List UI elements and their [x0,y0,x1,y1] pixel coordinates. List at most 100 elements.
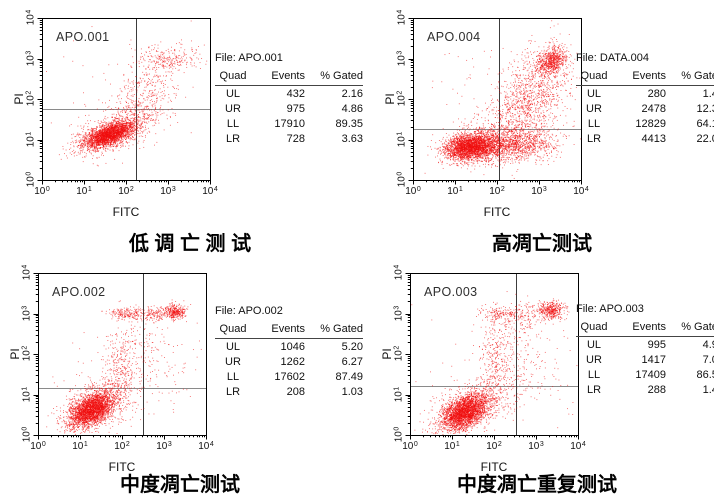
y-tick-label: 102 [21,345,33,362]
quad-stats-table: Quad Events % Gated UL 995 4.95 UR 1417 7.05… [576,321,714,397]
y-tick-label: 104 [393,264,405,281]
events-cell: 4413 [641,133,666,145]
col-header-events: Events [612,70,666,86]
col-header-quad: Quad [576,321,612,337]
y-axis-label: PI [12,93,26,105]
events-cell: 17602 [274,371,305,383]
y-axis-label: PI [383,93,397,105]
y-tick-label: 102 [393,345,405,362]
file-label: File: APO.003 [576,303,644,315]
gated-cell: 64.14 [696,118,714,130]
table-row: LR 4413 22.07 [576,131,714,146]
table-header-row: Quad Events % Gated [215,70,363,86]
table-row: UL 1046 5.20 [215,339,363,355]
events-cell: 995 [647,339,666,351]
gated-cell: 1.43 [702,384,714,396]
scatter-plot-canvas [385,12,589,188]
events-cell: 208 [286,386,305,398]
quad-cell: UR [586,103,602,115]
events-cell: 728 [286,133,305,145]
x-axis-label: FITC [108,460,136,474]
gated-cell: 4.86 [341,103,363,115]
x-axis-label: FITC [483,205,511,219]
y-tick-label: 100 [393,426,405,443]
y-tick-label: 101 [393,386,405,402]
x-axis-label: FITC [480,460,508,474]
events-cell: 1417 [641,354,666,366]
dataset-label: APO.004 [427,30,481,44]
y-tick-label: 104 [21,264,33,281]
events-cell: 288 [647,384,666,396]
table-row: LL 17409 86.57 [576,367,714,382]
quad-cell: UL [586,339,602,351]
quad-cell: UL [225,88,241,100]
col-header-quad: Quad [576,70,612,86]
flow-plot-panel-apo001: APO.001 PI FITC 100 100 101 101 102 102 103 103… [12,10,218,222]
y-tick-label: 101 [396,131,408,147]
y-tick-label: 101 [25,131,37,147]
events-cell: 2478 [641,103,666,115]
y-axis-label: PI [380,348,394,360]
file-label: File: DATA.004 [576,52,649,64]
y-tick-label: 103 [393,305,405,321]
x-tick-label: 101 [76,186,92,197]
flow-plot-panel-apo004: APO.004 PI FITC 100 100 101 101 102 102 103 103… [383,10,589,222]
y-tick-label: 100 [25,171,37,188]
quad-cell: LL [587,118,601,130]
events-cell: 432 [286,88,305,100]
x-tick-label: 102 [486,441,502,452]
panel-title-low-apoptosis: 低 调 亡 测 试 [128,233,252,255]
dataset-label: APO.003 [424,285,478,299]
x-tick-label: 104 [570,441,586,452]
gated-cell: 1.03 [341,386,363,398]
y-tick-label: 101 [21,386,33,402]
quad-cell: LL [587,369,601,381]
quad-cell: UL [586,88,602,100]
x-axis-label: FITC [112,205,140,219]
quad-cell: LR [586,133,602,145]
quad-cell: LR [586,384,602,396]
table-row: UL 280 1.40 [576,86,714,102]
gated-cell: 7.05 [702,354,714,366]
quad-cell: UR [225,103,241,115]
table-row: LR 728 3.63 [215,131,363,146]
y-tick-label: 102 [25,90,37,107]
events-cell: 1262 [280,356,305,368]
col-header-events: Events [251,323,305,339]
x-tick-label: 103 [531,186,547,197]
quad-cell: UR [586,354,602,366]
y-tick-label: 103 [396,50,408,66]
scatter-plot-canvas [14,12,218,188]
x-tick-label: 103 [156,441,172,452]
flow-plot-panel-apo002: APO.002 PI FITC 100 100 101 101 102 102 103 103… [8,265,214,477]
quad-cell: LR [225,133,241,145]
quad-cell: LR [225,386,241,398]
gated-cell: 2.16 [341,88,363,100]
quad-cell: UR [225,356,241,368]
col-header-events: Events [612,321,666,337]
quad-stats-block: File: APO.001 Quad Events % Gated UL 432 2… [215,52,365,146]
events-cell: 280 [647,88,666,100]
x-tick-label: 103 [528,441,544,452]
x-tick-label: 103 [160,186,176,197]
table-row: UL 995 4.95 [576,337,714,353]
table-row: UR 1417 7.05 [576,352,714,367]
events-cell: 12829 [635,118,666,130]
y-tick-label: 100 [21,426,33,443]
y-axis-label: PI [8,348,22,360]
gated-cell: 3.63 [341,133,363,145]
x-tick-label: 104 [198,441,214,452]
col-header-gated: % Gated [305,323,363,339]
events-cell: 17910 [274,118,305,130]
col-header-gated: % Gated [305,70,363,86]
x-tick-label: 100 [30,441,46,452]
table-header-row: Quad Events % Gated [576,70,714,86]
gated-cell: 89.35 [335,118,363,130]
table-row: LL 12829 64.14 [576,116,714,131]
gated-cell: 22.07 [696,133,714,145]
scatter-plot-canvas [382,267,586,443]
panel-title-high-apoptosis: 高凋亡测试 [492,233,592,255]
gated-cell: 6.27 [341,356,363,368]
events-cell: 17409 [635,369,666,381]
